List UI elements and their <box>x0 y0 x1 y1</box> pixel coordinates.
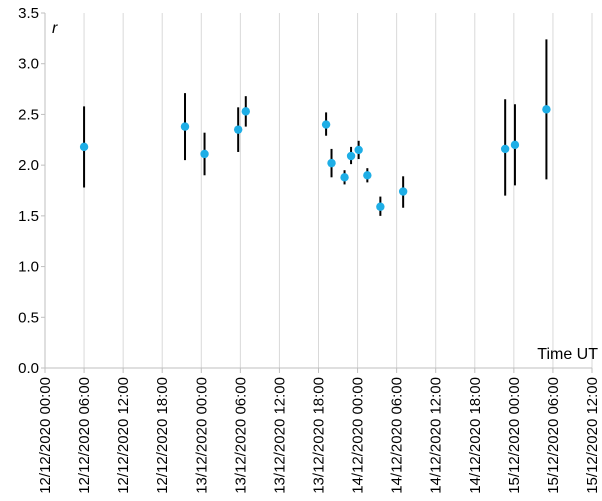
data-point <box>376 202 385 211</box>
y-tick-label: 1.0 <box>18 259 39 276</box>
x-tick-label: 13/12/2020 00:00 <box>193 377 210 494</box>
x-tick-labels: 12/12/2020 00:00 12/12/2020 06:00 12/12/20… <box>37 377 601 494</box>
data-point <box>321 120 331 129</box>
data-point <box>346 151 356 161</box>
data-point <box>398 187 408 196</box>
x-tick-label: 12/12/2020 18:00 <box>154 377 171 494</box>
data-point <box>241 107 250 116</box>
x-axis-label: Time UT <box>537 346 598 363</box>
y-tick-label: 3.5 <box>18 5 39 22</box>
grid-lines <box>83 13 593 368</box>
x-tick-label: 14/12/2020 00:00 <box>350 377 367 494</box>
x-tick-label: 13/12/2020 18:00 <box>311 377 328 494</box>
y-tick-label: 1.5 <box>18 208 39 225</box>
data-point <box>500 144 510 154</box>
x-tick-label: 13/12/2020 06:00 <box>232 377 249 494</box>
x-tick-label: 14/12/2020 06:00 <box>389 377 406 494</box>
data-point <box>354 145 363 155</box>
data-point <box>233 125 243 134</box>
data-point <box>79 142 89 152</box>
y-tick-label: 2.0 <box>18 157 39 174</box>
x-tick-label: 15/12/2020 06:00 <box>545 377 562 494</box>
y-tick-label: 2.5 <box>18 106 39 123</box>
data-points <box>79 105 551 211</box>
data-point <box>363 171 372 180</box>
x-tick-label: 12/12/2020 06:00 <box>76 377 93 494</box>
data-point <box>200 149 209 159</box>
x-tick-label: 13/12/2020 12:00 <box>271 377 288 494</box>
y-tick-label: 0.0 <box>18 360 39 377</box>
x-tick-label: 15/12/2020 12:00 <box>584 377 601 494</box>
y-tick-label: 3.0 <box>18 56 39 73</box>
y-tick-label: 0.5 <box>18 309 39 326</box>
x-tick-label: 12/12/2020 12:00 <box>115 377 132 494</box>
x-tick-label: 15/12/2020 00:00 <box>506 377 523 494</box>
data-point <box>327 158 336 168</box>
data-point <box>542 105 551 114</box>
x-tick-label: 14/12/2020 18:00 <box>467 377 484 494</box>
data-point <box>180 122 190 131</box>
x-tick-label: 12/12/2020 00:00 <box>37 377 54 494</box>
data-point <box>510 140 520 150</box>
x-tick-label: 14/12/2020 12:00 <box>428 377 445 494</box>
y-axis-label: r <box>52 20 58 37</box>
error-bars <box>83 39 548 216</box>
y-tick-labels: 0.0 0.5 1.0 1.5 2.0 2.5 3.0 3.5 <box>18 5 39 377</box>
data-point <box>340 173 349 182</box>
axes <box>41 12 593 373</box>
